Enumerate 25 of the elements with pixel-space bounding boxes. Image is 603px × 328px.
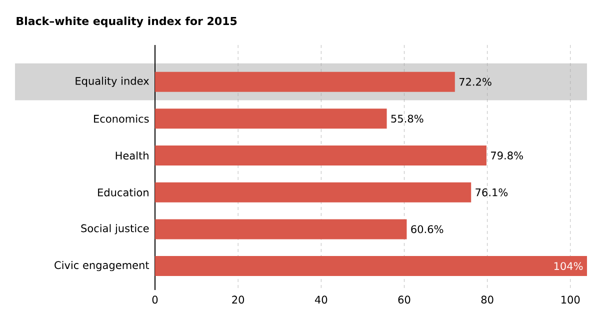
y-tick-label: Social justice — [81, 224, 149, 234]
bar — [155, 219, 407, 240]
y-tick-label: Health — [116, 151, 148, 160]
x-tick-label: 100 — [562, 296, 580, 304]
x-tick-label: 60 — [398, 296, 410, 304]
x-tick-label: 80 — [481, 296, 494, 304]
data-label: 72.2% — [459, 78, 492, 86]
bar — [155, 256, 587, 276]
data-label: 60.6% — [411, 225, 444, 234]
data-label: 79.8% — [491, 152, 523, 160]
x-tick-label: 0 — [152, 296, 158, 304]
x-tick-label: 20 — [232, 296, 244, 304]
x-tick-label: 40 — [314, 296, 328, 304]
chart-title: Black–white equality index for 2015 — [16, 16, 237, 28]
data-label: 55.8% — [391, 114, 424, 123]
bar — [155, 108, 387, 129]
bar — [155, 72, 455, 92]
data-label: 76.1% — [476, 188, 508, 196]
bar — [155, 146, 486, 166]
data-label: 104% — [554, 262, 583, 270]
y-tick-label: Civic engagement — [54, 260, 150, 272]
y-tick-label: Equality index — [76, 76, 149, 87]
y-tick-label: Economics — [94, 114, 149, 123]
bar — [155, 182, 472, 202]
y-tick-label: Education — [98, 188, 148, 196]
